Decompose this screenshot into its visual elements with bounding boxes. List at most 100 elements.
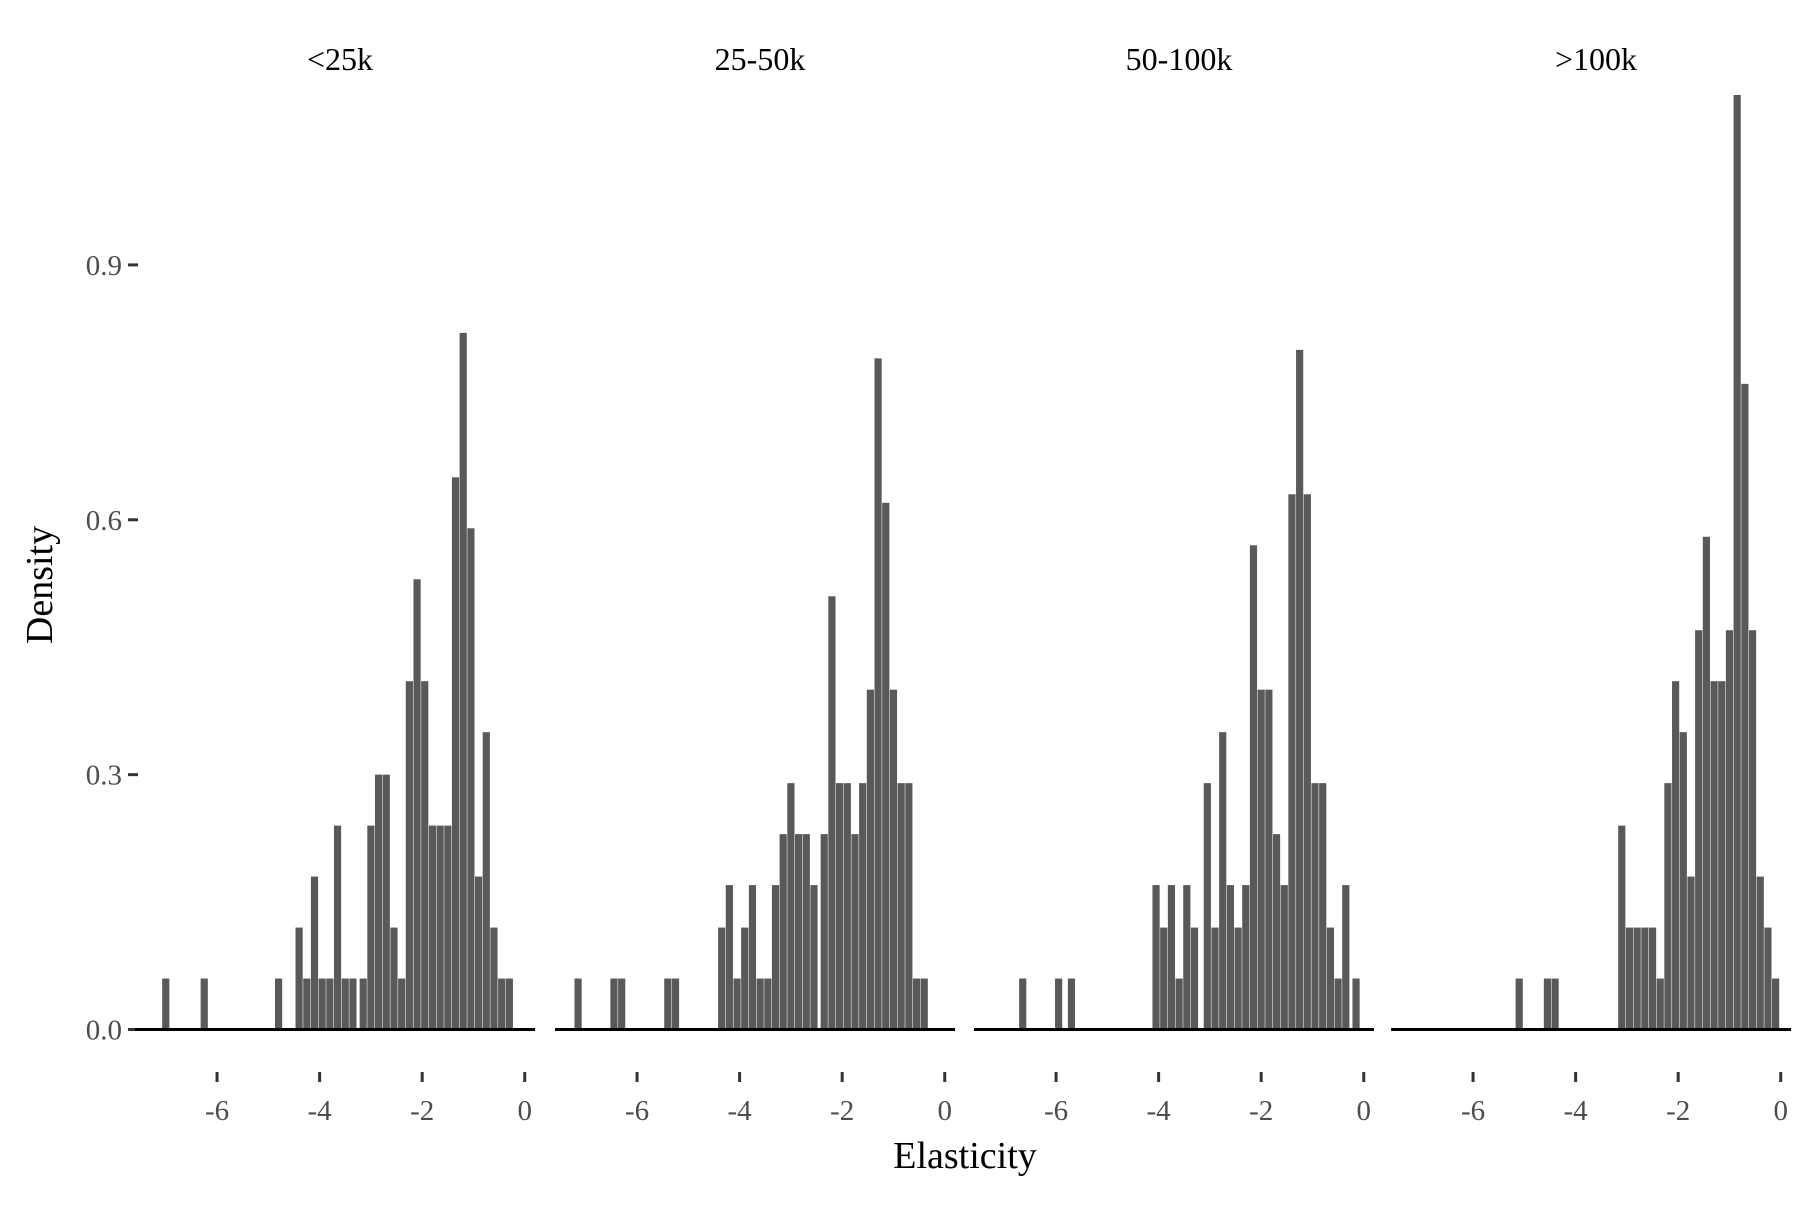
y-tick-label: 0.3 (86, 760, 122, 792)
histogram-bar (333, 825, 342, 1030)
histogram-bar (1710, 681, 1718, 1030)
histogram-bar (1352, 978, 1360, 1030)
histogram-bar (795, 834, 803, 1030)
histogram-bar (1152, 885, 1160, 1030)
histogram-bar (718, 927, 726, 1030)
histogram-bar (326, 978, 334, 1030)
histogram-bar (1326, 927, 1334, 1030)
y-tick-label: 0.9 (86, 250, 122, 282)
histogram-bar (1311, 783, 1319, 1030)
histogram-bar (733, 978, 741, 1030)
histogram-bar (398, 978, 406, 1030)
panel-title: <25k (307, 41, 373, 77)
y-axis-title: Density (19, 526, 61, 644)
x-tick-label: -4 (728, 1095, 753, 1127)
histogram-bar (413, 579, 421, 1030)
histogram-bar (889, 689, 898, 1030)
histogram-bar (820, 834, 828, 1030)
histogram-bar (836, 783, 844, 1030)
histogram-bar (341, 978, 349, 1030)
histogram-bar (318, 978, 326, 1030)
x-tick-label: -4 (1147, 1095, 1172, 1127)
histogram-bar (905, 783, 913, 1030)
histogram-bar (1067, 978, 1076, 1030)
histogram-bar (482, 732, 490, 1030)
histogram-bar (912, 978, 921, 1030)
histogram-bar (1648, 927, 1657, 1030)
histogram-bar (787, 783, 795, 1030)
histogram-bar (1641, 927, 1649, 1030)
histogram-bar (771, 885, 780, 1030)
histogram-bar (1288, 494, 1296, 1030)
histogram-bar (1334, 978, 1342, 1030)
histogram-bar (405, 681, 413, 1030)
histogram-bar (1019, 978, 1027, 1030)
histogram-bar (1764, 927, 1772, 1030)
histogram-bar (1265, 689, 1273, 1030)
histogram-bar (671, 978, 680, 1030)
histogram-bar (1211, 927, 1219, 1030)
panel-title: >100k (1555, 41, 1637, 77)
histogram-bar (610, 978, 618, 1030)
histogram-bar (1190, 927, 1199, 1030)
histogram-bar (1725, 630, 1734, 1030)
panel-title: 50-100k (1126, 41, 1233, 77)
histogram-bar (874, 358, 882, 1030)
histogram-bar (1249, 545, 1258, 1030)
histogram-bar (882, 502, 890, 1030)
histogram-bar (162, 978, 170, 1030)
histogram-bar (1687, 876, 1695, 1030)
histogram-bar (1618, 825, 1626, 1030)
histogram-bar (1257, 689, 1265, 1030)
histogram-bar (664, 978, 672, 1030)
x-tick-label: -6 (1461, 1095, 1485, 1127)
panel-title: 25-50k (715, 41, 806, 77)
histogram-bar (828, 596, 836, 1030)
histogram-bar (1718, 681, 1726, 1030)
histogram-bar (467, 528, 475, 1030)
histogram-bar (756, 978, 764, 1030)
x-tick-label: -2 (1666, 1095, 1690, 1127)
histogram-bar (1319, 783, 1327, 1030)
x-tick-label: 0 (1356, 1095, 1371, 1127)
histogram-bar (1515, 978, 1523, 1030)
histogram-bar (295, 927, 303, 1030)
x-tick-label: -2 (410, 1095, 434, 1127)
histogram-bar (1748, 630, 1757, 1030)
y-tick-label: 0.6 (86, 505, 122, 537)
histogram-bar (475, 876, 483, 1030)
histogram-bar (303, 978, 311, 1030)
histogram-bar (574, 978, 582, 1030)
histogram-bar (1679, 732, 1687, 1030)
histogram-bar (802, 834, 810, 1030)
histogram-bar (1733, 95, 1741, 1030)
histogram-bar (1664, 783, 1672, 1030)
x-tick-label: -2 (1249, 1095, 1273, 1127)
histogram-bar (421, 681, 429, 1030)
x-tick-label: -6 (625, 1095, 649, 1127)
histogram-bar (725, 885, 733, 1030)
histogram-bar (1280, 885, 1288, 1030)
histogram-bar (1183, 885, 1191, 1030)
histogram-bar (310, 876, 319, 1030)
x-tick-label: -4 (1564, 1095, 1589, 1127)
histogram-bar (349, 978, 357, 1030)
histogram-bar (897, 783, 905, 1030)
histogram-bar (1772, 978, 1780, 1030)
histogram-bar (428, 825, 437, 1030)
histogram-bar (779, 834, 787, 1030)
histogram-bar (490, 927, 498, 1030)
x-tick-label: -6 (1044, 1095, 1068, 1127)
histogram-bar (1633, 927, 1641, 1030)
histogram-bar (1656, 978, 1664, 1030)
histogram-bar (1296, 349, 1304, 1030)
histogram-bar (1543, 978, 1551, 1030)
histogram-bar (1702, 536, 1710, 1030)
histogram-bar (1695, 630, 1703, 1030)
histogram-bar (436, 825, 444, 1030)
x-axis-title: Elasticity (893, 1135, 1037, 1177)
histogram-bar (1272, 834, 1281, 1030)
histogram-bar (741, 927, 749, 1030)
